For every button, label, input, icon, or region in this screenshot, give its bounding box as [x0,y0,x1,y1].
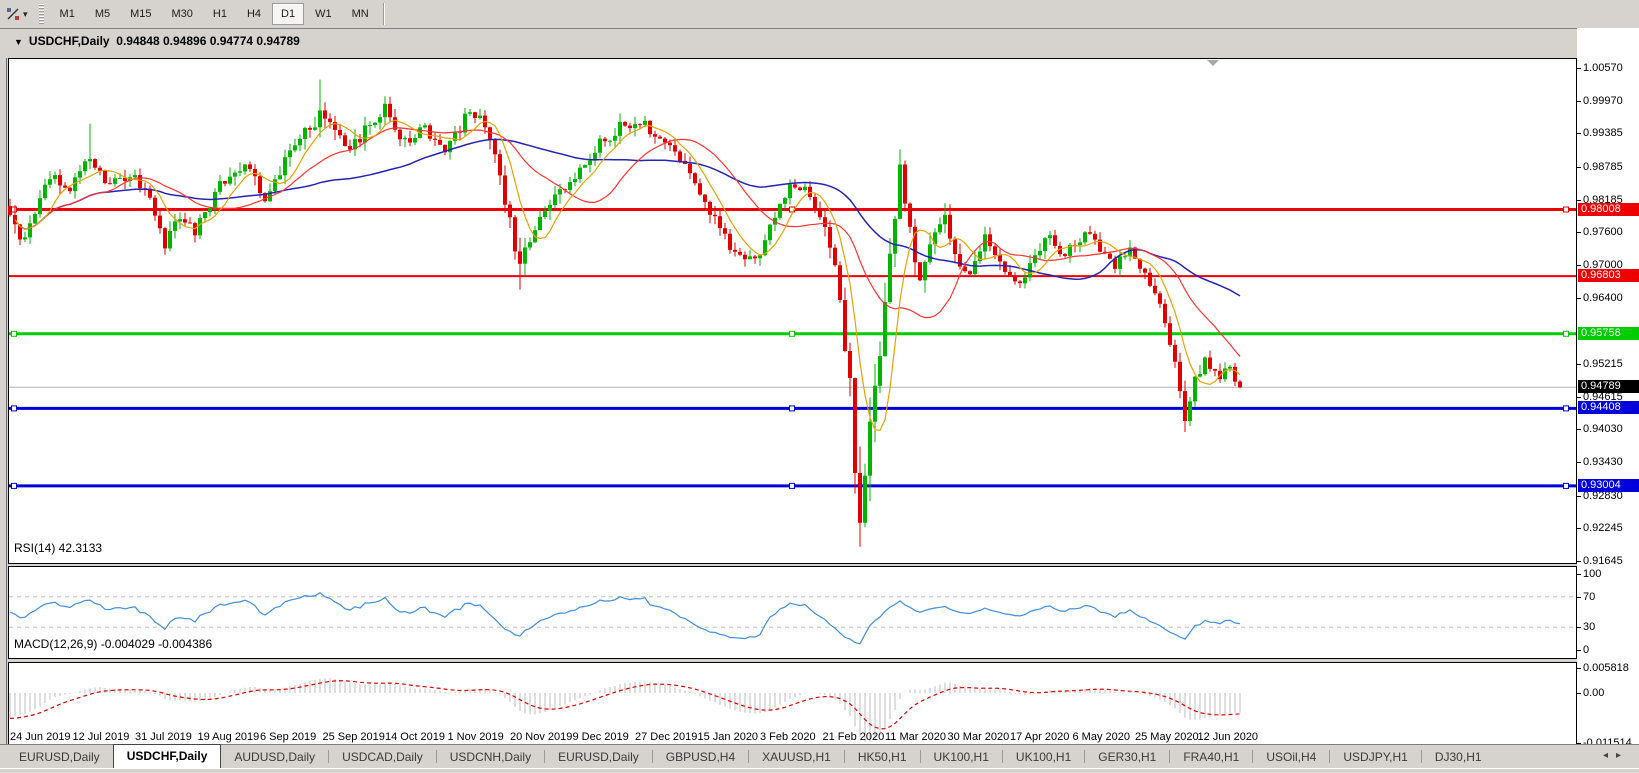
tab-separator [651,750,653,763]
tab-scroll-left-icon[interactable]: ◂ [1602,750,1616,761]
line-handle[interactable] [1563,482,1569,489]
timeframe-button-m1[interactable]: M1 [59,8,75,20]
timeframe-button-h4[interactable]: H4 [246,8,262,20]
line-handle[interactable] [1563,206,1569,213]
chart-canvas[interactable] [0,28,1639,772]
tab-separator [328,750,330,763]
line-handle[interactable] [1563,405,1569,412]
crosshair-tool-icon[interactable] [4,5,22,23]
rsi-line [9,591,1241,645]
toolbar-separator [382,3,385,25]
chart-tab-usdcnh-daily[interactable]: USDCNH,Daily [449,750,532,764]
timeframe-toolbar: ▾ M1 M5 M15 M30 H1 H4 D1 W1 MN [0,0,1639,29]
chart-tab-eurusd-daily[interactable]: EURUSD,Daily [558,750,639,764]
chart-shift-marker-icon[interactable] [1207,60,1219,66]
tab-separator [748,750,750,763]
line-handle[interactable] [11,405,17,412]
line-handle[interactable] [11,206,17,213]
timeframe-button-mn[interactable]: MN [351,8,369,20]
timeframe-button-m15[interactable]: M15 [130,8,152,20]
ma-medium-line [14,127,1241,357]
timeframe-button-h1[interactable]: H1 [212,8,227,20]
chart-tab-fra40-h1[interactable]: FRA40,H1 [1183,750,1240,764]
chart-tab-uk100-h1[interactable]: UK100,H1 [933,750,989,764]
tab-separator [435,750,437,763]
dropdown-caret-icon[interactable]: ▾ [23,8,28,19]
tab-separator [1329,750,1331,763]
tab-separator [544,750,546,763]
ma-fast-line [14,119,1241,432]
timeframe-button-m30[interactable]: M30 [171,8,193,20]
tab-scroll-arrows: ◂▸ [1603,750,1629,761]
chart-tab-audusd-daily[interactable]: AUDUSD,Daily [234,750,316,764]
tab-scroll-right-icon[interactable]: ▸ [1615,750,1629,761]
tab-separator [1169,750,1171,763]
macd-signal-line [9,680,1241,730]
chart-tab-xauusd-h1[interactable]: XAUUSD,H1 [762,750,831,764]
chart-tab-usoil-h4[interactable]: USOil,H4 [1266,750,1317,764]
chart-tab-dj30-h1[interactable]: DJ30,H1 [1434,750,1482,764]
tab-separator [1001,750,1003,763]
tab-separator [1252,750,1254,763]
candlesticks [8,79,1242,547]
chart-tab-usdcad-daily[interactable]: USDCAD,Daily [342,750,423,764]
chart-tab-usdchf-daily[interactable]: USDCHF,Daily [112,744,222,768]
chart-tab-hk50-h1[interactable]: HK50,H1 [857,750,907,764]
status-strip [0,768,1639,773]
timeframe-button-w1[interactable]: W1 [315,8,332,20]
timeframe-button-d1[interactable]: D1 [272,3,305,25]
chart-tab-eurusd-daily[interactable]: EURUSD,Daily [19,750,100,764]
chart-tab-gbpusd-h4[interactable]: GBPUSD,H4 [665,750,736,764]
chart-window: ▼ USDCHF,Daily 0.94848 0.94896 0.94774 0.… [0,28,1639,772]
line-handle[interactable] [1563,330,1569,337]
line-handle[interactable] [789,405,795,412]
timeframe-buttons: M1 M5 M15 M30 H1 H4 D1 W1 MN [50,0,379,28]
tab-separator [919,750,921,763]
timeframe-button-m5[interactable]: M5 [94,8,111,20]
line-handle[interactable] [11,482,17,489]
macd-panel [9,678,1241,742]
tab-separator [1084,750,1086,763]
tab-separator [843,750,845,763]
chart-tab-usdjpy-h1[interactable]: USDJPY,H1 [1343,750,1408,764]
chart-tab-ger30-h1[interactable]: GER30,H1 [1098,750,1157,764]
tab-separator [1420,750,1422,763]
chart-tab-uk100-h1[interactable]: UK100,H1 [1015,750,1072,764]
line-handle[interactable] [11,330,17,337]
line-handle[interactable] [789,330,795,337]
chart-tab-bar: EURUSD,Daily USDCHF,Daily AUDUSD,Daily USDC… [0,744,1639,768]
toolbar-grip[interactable] [38,4,44,24]
panel-frames [6,58,1577,768]
line-handle[interactable] [789,482,795,489]
rsi-panel [9,591,1576,645]
price-axis-strip [1577,28,1639,744]
